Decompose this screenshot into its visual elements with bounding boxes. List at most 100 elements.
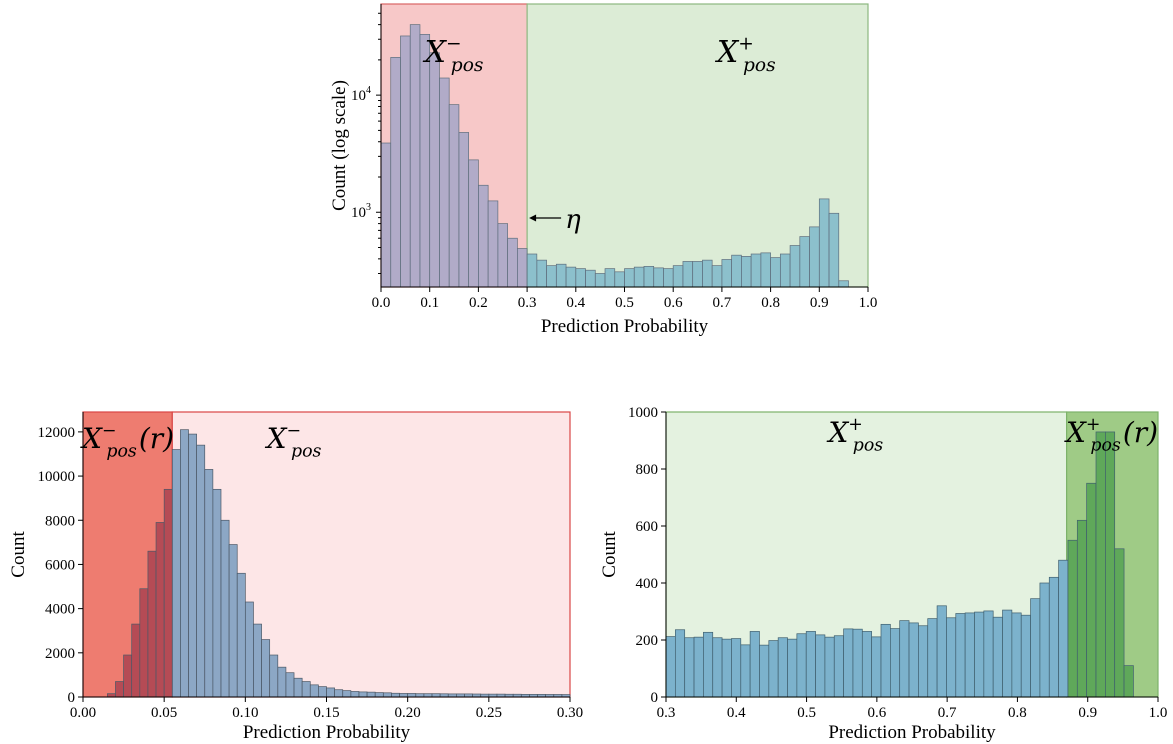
histogram-bar bbox=[163, 488, 173, 698]
y-tick-label: 0 bbox=[651, 690, 659, 706]
histogram-bar bbox=[740, 644, 751, 698]
histogram-bar bbox=[236, 572, 246, 698]
histogram-bar bbox=[439, 77, 450, 288]
histogram-bar bbox=[760, 252, 771, 288]
histogram-bar bbox=[171, 449, 181, 698]
y-tick-label: 200 bbox=[636, 633, 659, 649]
histogram-bar bbox=[614, 271, 625, 288]
y-tick-label: 0 bbox=[68, 690, 76, 706]
y-tick-label: 2000 bbox=[45, 646, 75, 662]
histogram-bar bbox=[507, 237, 518, 288]
histogram-bar bbox=[478, 184, 489, 288]
histogram-bar bbox=[285, 672, 295, 698]
histogram-bar bbox=[429, 52, 440, 288]
histogram-bar bbox=[974, 611, 985, 698]
histogram-bar bbox=[838, 280, 849, 288]
histogram-bar bbox=[147, 550, 157, 698]
histogram-bar bbox=[682, 261, 694, 288]
x-tick-label: 0.15 bbox=[313, 705, 339, 721]
histogram-bar bbox=[992, 616, 1003, 698]
histogram-bar bbox=[665, 636, 676, 698]
histogram-bar bbox=[188, 433, 197, 698]
histogram-bar bbox=[899, 620, 910, 698]
histogram-bar bbox=[833, 635, 844, 698]
x-tick-label: 0.5 bbox=[615, 295, 634, 311]
histogram-bar bbox=[390, 57, 401, 288]
histogram-bar bbox=[277, 666, 287, 698]
histogram-bar bbox=[293, 677, 303, 698]
histogram-bar bbox=[1086, 482, 1097, 698]
x-tick-label: 0.8 bbox=[1008, 705, 1027, 721]
histogram-bar bbox=[703, 631, 714, 698]
bottom-right-histogram: 0.3 0.4 0.5 0.6 0.7 0.8 0.9 1.0 0 200 400 600 800 100… bbox=[599, 405, 1167, 743]
region-label-pos: X+ pos bbox=[715, 33, 776, 76]
histogram-bar bbox=[536, 259, 547, 288]
histogram-bar bbox=[741, 256, 752, 288]
region-label-neg-r: X− pos(r) bbox=[80, 421, 174, 461]
histogram-bar bbox=[409, 24, 421, 288]
histogram-bar bbox=[228, 544, 238, 698]
top-log-histogram: 0.0 0.1 0.2 0.3 0.4 0.5 0.6 0.7 0.8 0.9 1.0 103 104 P… bbox=[329, 3, 877, 337]
x-tick-label: 0.00 bbox=[70, 705, 96, 721]
x-tick-label: 0.9 bbox=[810, 295, 829, 311]
histogram-bar bbox=[843, 628, 854, 698]
y-tick-label: 600 bbox=[636, 519, 659, 535]
histogram-bar bbox=[674, 629, 686, 698]
x-tick-label: 0.20 bbox=[395, 705, 421, 721]
histogram-bar bbox=[1011, 612, 1022, 698]
histogram-bar bbox=[692, 261, 703, 288]
x-tick-label: 1.0 bbox=[1149, 705, 1168, 721]
histogram-bar bbox=[204, 469, 214, 698]
histogram-bar bbox=[918, 625, 929, 698]
histogram-bar bbox=[663, 268, 674, 288]
histogram-bar bbox=[131, 623, 141, 698]
histogram-bar bbox=[419, 34, 431, 288]
histogram-bar bbox=[955, 613, 966, 698]
histogram-bar bbox=[1039, 582, 1050, 698]
histogram-bar bbox=[380, 142, 392, 288]
region-label-pos: X+ pos bbox=[826, 415, 883, 455]
y-tick-label: 8000 bbox=[45, 513, 75, 529]
histogram-bar bbox=[309, 684, 319, 698]
histogram-bar bbox=[585, 269, 596, 288]
histogram-bar bbox=[399, 693, 409, 698]
histogram-bar bbox=[770, 257, 781, 288]
histogram-bar bbox=[721, 259, 732, 288]
histogram-bar bbox=[805, 631, 816, 698]
x-tick-label: 0.9 bbox=[1078, 705, 1097, 721]
histogram-bar bbox=[871, 636, 882, 698]
histogram-bar bbox=[852, 628, 863, 698]
histogram-bar bbox=[196, 444, 206, 698]
x-tick-label: 0.2 bbox=[469, 295, 488, 311]
histogram-bar bbox=[890, 628, 901, 698]
histogram-bar bbox=[1002, 609, 1013, 698]
histogram-bar bbox=[1058, 559, 1069, 698]
x-tick-label: 0.7 bbox=[713, 295, 732, 311]
histogram-bar bbox=[750, 253, 762, 288]
y-tick-label: 1000 bbox=[628, 405, 658, 421]
histogram-bar bbox=[824, 636, 835, 698]
histogram-bar bbox=[1067, 539, 1078, 698]
bottom-left-histogram: 0.00 0.05 0.10 0.15 0.20 0.25 0.30 0 2000 4000 600… bbox=[8, 411, 583, 743]
histogram-bar bbox=[448, 104, 460, 288]
x-tick-label: 0.1 bbox=[420, 295, 439, 311]
histogram-bar bbox=[139, 588, 149, 698]
x-axis-title: Prediction Probability bbox=[243, 722, 411, 743]
histogram-bar bbox=[517, 248, 528, 288]
x-tick-label: 0.7 bbox=[938, 705, 957, 721]
y-tick-label: 104 bbox=[351, 85, 371, 104]
eta-label: η bbox=[565, 205, 581, 235]
histogram-bar bbox=[1076, 519, 1088, 698]
histogram-bar bbox=[749, 631, 760, 698]
histogram-bar bbox=[123, 654, 133, 698]
histogram-bar bbox=[1114, 548, 1125, 698]
histogram-bar bbox=[565, 266, 577, 288]
histogram-bar bbox=[946, 617, 957, 698]
x-tick-label: 0.3 bbox=[657, 705, 676, 721]
histogram-bar bbox=[796, 633, 807, 698]
histogram-bar bbox=[180, 429, 189, 698]
histogram-bar bbox=[350, 691, 360, 698]
histogram-bar bbox=[366, 691, 376, 698]
histogram-bar bbox=[546, 265, 557, 288]
histogram-bar bbox=[721, 638, 732, 698]
